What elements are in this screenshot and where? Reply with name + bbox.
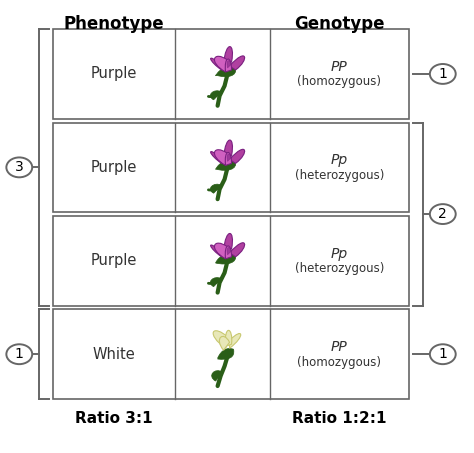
Text: Purple: Purple bbox=[91, 253, 137, 268]
PathPatch shape bbox=[225, 330, 232, 346]
Text: (heterozygous): (heterozygous) bbox=[295, 169, 384, 182]
Bar bbox=[53, 216, 409, 305]
Text: PP: PP bbox=[331, 60, 348, 74]
PathPatch shape bbox=[224, 233, 232, 251]
Text: 1: 1 bbox=[438, 67, 447, 81]
Text: 3: 3 bbox=[15, 160, 24, 174]
PathPatch shape bbox=[210, 278, 221, 287]
PathPatch shape bbox=[214, 243, 228, 259]
Text: Ratio 3:1: Ratio 3:1 bbox=[75, 411, 153, 426]
PathPatch shape bbox=[212, 371, 223, 381]
PathPatch shape bbox=[224, 47, 232, 64]
Text: Genotype: Genotype bbox=[294, 15, 384, 34]
PathPatch shape bbox=[210, 245, 224, 257]
PathPatch shape bbox=[229, 149, 245, 164]
PathPatch shape bbox=[216, 161, 236, 170]
Ellipse shape bbox=[430, 344, 456, 364]
PathPatch shape bbox=[225, 59, 231, 72]
PathPatch shape bbox=[219, 337, 229, 350]
PathPatch shape bbox=[225, 246, 231, 259]
Text: (homozygous): (homozygous) bbox=[297, 356, 382, 369]
Text: Phenotype: Phenotype bbox=[64, 15, 164, 34]
Bar bbox=[53, 29, 409, 119]
Text: 1: 1 bbox=[438, 347, 447, 361]
PathPatch shape bbox=[224, 140, 232, 158]
Text: 1: 1 bbox=[15, 347, 24, 361]
Text: PP: PP bbox=[331, 340, 348, 354]
PathPatch shape bbox=[216, 254, 236, 264]
PathPatch shape bbox=[229, 56, 245, 70]
Text: (heterozygous): (heterozygous) bbox=[295, 262, 384, 275]
Text: White: White bbox=[93, 347, 136, 361]
PathPatch shape bbox=[227, 247, 231, 255]
Text: (homozygous): (homozygous) bbox=[297, 75, 382, 88]
Text: Pp: Pp bbox=[331, 247, 348, 261]
Ellipse shape bbox=[6, 344, 32, 364]
Ellipse shape bbox=[6, 158, 32, 177]
PathPatch shape bbox=[210, 58, 224, 70]
Bar bbox=[53, 123, 409, 212]
PathPatch shape bbox=[229, 243, 245, 257]
PathPatch shape bbox=[227, 61, 231, 68]
PathPatch shape bbox=[225, 152, 231, 165]
FancyArrowPatch shape bbox=[209, 280, 219, 284]
PathPatch shape bbox=[210, 152, 224, 164]
PathPatch shape bbox=[229, 333, 241, 348]
PathPatch shape bbox=[218, 348, 234, 359]
PathPatch shape bbox=[216, 67, 236, 77]
Text: Pp: Pp bbox=[331, 154, 348, 168]
PathPatch shape bbox=[213, 331, 229, 348]
Ellipse shape bbox=[430, 204, 456, 224]
Ellipse shape bbox=[430, 64, 456, 84]
PathPatch shape bbox=[210, 91, 221, 100]
Text: 2: 2 bbox=[438, 207, 447, 221]
Text: Purple: Purple bbox=[91, 160, 137, 175]
Bar bbox=[53, 309, 409, 399]
Text: Ratio 1:2:1: Ratio 1:2:1 bbox=[292, 411, 387, 426]
PathPatch shape bbox=[227, 154, 231, 161]
Text: Purple: Purple bbox=[91, 67, 137, 82]
PathPatch shape bbox=[210, 184, 221, 193]
PathPatch shape bbox=[214, 149, 228, 165]
FancyArrowPatch shape bbox=[209, 187, 219, 190]
PathPatch shape bbox=[214, 56, 228, 72]
FancyArrowPatch shape bbox=[209, 94, 219, 96]
